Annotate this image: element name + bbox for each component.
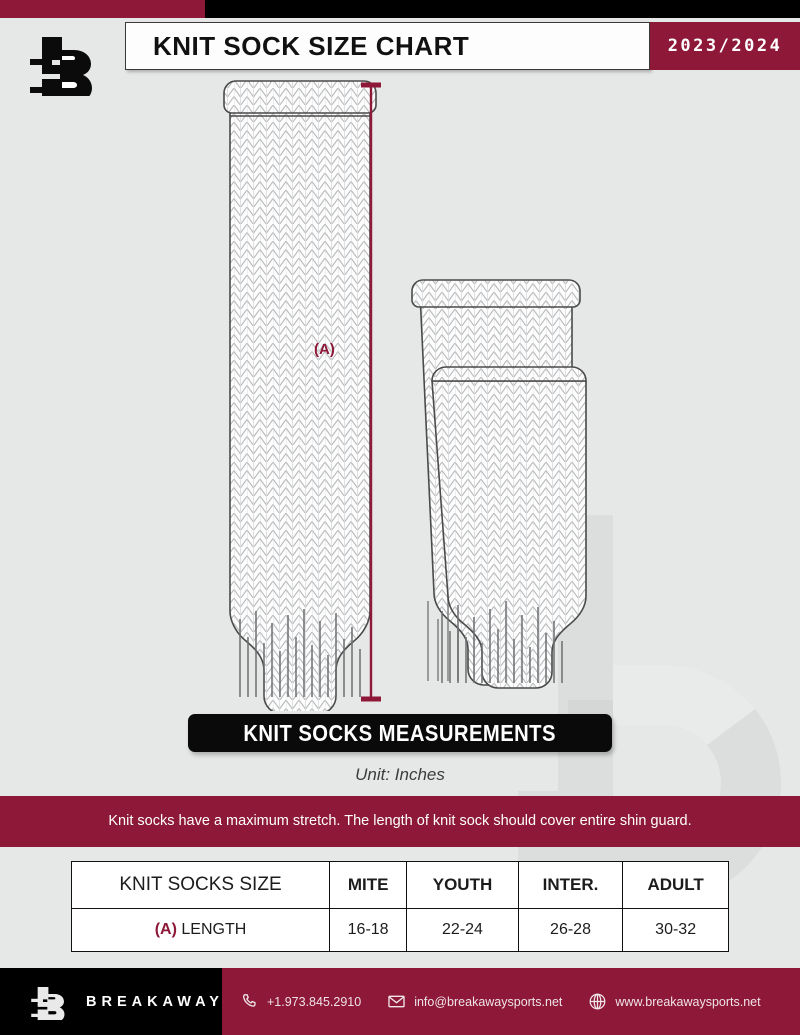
globe-icon bbox=[588, 992, 607, 1011]
top-strip-black bbox=[205, 0, 800, 18]
unit-label: Unit: Inches bbox=[355, 765, 445, 784]
title-box: KNIT SOCK SIZE CHART bbox=[125, 22, 650, 70]
table-header-youth: YOUTH bbox=[406, 861, 519, 909]
adult-sock-shape bbox=[223, 80, 377, 711]
footer-website[interactable]: www.breakawaysports.net bbox=[588, 992, 761, 1011]
footer-brand-name: BREAKAWAY bbox=[86, 993, 224, 1010]
measurements-banner-label: KNIT SOCKS MEASUREMENTS bbox=[243, 719, 557, 746]
row-label-length: (A) LENGTH bbox=[71, 908, 330, 952]
footer-email[interactable]: info@breakawaysports.net bbox=[387, 992, 562, 1011]
season-label: 2023/2024 bbox=[667, 36, 783, 56]
phone-icon bbox=[240, 992, 259, 1011]
row-label-text: LENGTH bbox=[181, 921, 247, 938]
dimension-label-a: (A) bbox=[314, 341, 335, 358]
top-strip-maroon bbox=[0, 0, 205, 18]
envelope-icon bbox=[387, 992, 406, 1011]
breakaway-b-logo-icon bbox=[24, 34, 106, 103]
table-header-row: KNIT SOCKS SIZE MITE YOUTH INTER. ADULT bbox=[71, 861, 729, 909]
cell-mite-length: 16-18 bbox=[328, 908, 408, 952]
size-table: KNIT SOCKS SIZE MITE YOUTH INTER. ADULT … bbox=[71, 861, 729, 952]
dimension-line-a bbox=[361, 82, 381, 702]
note-text: Knit socks have a maximum stretch. The l… bbox=[108, 813, 692, 830]
youth-sock-shape bbox=[431, 366, 587, 689]
row-accent-a: (A) bbox=[154, 921, 177, 938]
footer-phone-text: +1.973.845.2910 bbox=[267, 994, 362, 1009]
footer-email-text: info@breakawaysports.net bbox=[414, 994, 563, 1009]
page-title: KNIT SOCK SIZE CHART bbox=[153, 30, 470, 61]
season-badge: 2023/2024 bbox=[650, 22, 800, 70]
sock-illustration bbox=[0, 71, 800, 711]
table-header-inter: INTER. bbox=[517, 861, 624, 909]
page-footer: BREAKAWAY +1.973.845.2910 info@b bbox=[0, 968, 800, 1035]
footer-phone[interactable]: +1.973.845.2910 bbox=[240, 992, 361, 1011]
table-header-mite: MITE bbox=[328, 861, 408, 909]
cell-youth-length: 22-24 bbox=[406, 908, 519, 952]
cell-adult-length: 30-32 bbox=[622, 908, 729, 952]
footer-website-text: www.breakawaysports.net bbox=[615, 994, 761, 1009]
note-band: Knit socks have a maximum stretch. The l… bbox=[0, 796, 800, 847]
breakaway-b-logo-icon-footer bbox=[28, 984, 72, 1022]
footer-contact-block: +1.973.845.2910 info@breakawaysports.net bbox=[222, 968, 800, 1035]
table-row: (A) LENGTH 16-18 22-24 26-28 30-32 bbox=[71, 908, 729, 952]
measurements-banner: KNIT SOCKS MEASUREMENTS bbox=[188, 714, 612, 752]
table-header-size: KNIT SOCKS SIZE bbox=[71, 861, 330, 909]
table-header-adult: ADULT bbox=[622, 861, 729, 909]
cell-inter-length: 26-28 bbox=[517, 908, 624, 952]
page-header: KNIT SOCK SIZE CHART 2023/2024 bbox=[0, 18, 800, 103]
footer-brand-block: BREAKAWAY bbox=[0, 968, 222, 1035]
